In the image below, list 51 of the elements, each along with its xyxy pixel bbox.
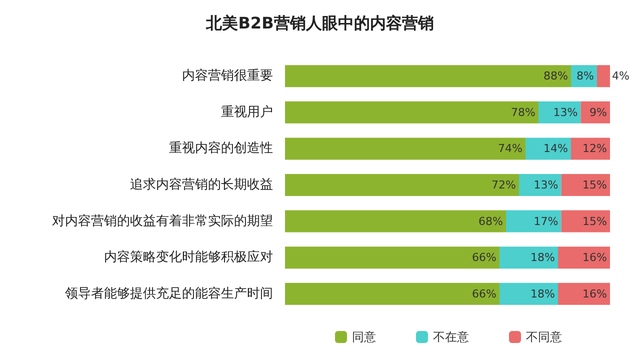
bar [285, 101, 538, 124]
data-label: 88% [544, 70, 568, 83]
bar [285, 246, 500, 269]
bar [519, 174, 562, 196]
bar [500, 246, 558, 269]
y-tick-label: 追求内容营销的长期收益 [130, 176, 273, 192]
data-label: 13% [534, 178, 558, 192]
bar [285, 174, 519, 196]
bar [558, 282, 610, 305]
data-label: 18% [530, 251, 555, 264]
y-tick-label: 内容策略变化时能够积极应对 [104, 249, 273, 266]
data-label: 8% [576, 70, 594, 83]
bar [561, 210, 610, 232]
data-label: 9% [590, 106, 607, 119]
bar [571, 138, 610, 160]
data-label: 15% [582, 178, 607, 192]
bar [558, 246, 610, 269]
y-tick-label: 重视用户 [221, 104, 273, 120]
y-tick-label: 内容营销很重要 [182, 68, 273, 84]
data-label: 78% [511, 106, 536, 119]
bar [597, 65, 610, 88]
data-label: 68% [478, 214, 503, 228]
bar [526, 138, 571, 160]
data-label: 4% [612, 70, 630, 83]
y-tick-label: 领导者能够提供充足的能容生产时间 [65, 285, 273, 302]
bar [561, 174, 610, 196]
data-label: 16% [582, 251, 607, 264]
legend-label: 不在意 [433, 330, 469, 344]
data-label: 72% [492, 178, 516, 192]
y-tick-label: 重视内容的创造性 [169, 140, 273, 156]
data-label: 13% [553, 106, 578, 119]
bar [500, 282, 558, 305]
bar [506, 210, 562, 232]
bar [285, 65, 571, 88]
y-tick-label: 对内容营销的收益有着非常实际的期望 [52, 212, 273, 229]
bar [285, 138, 526, 160]
data-label: 17% [534, 214, 558, 228]
data-label: 12% [582, 142, 607, 156]
data-label: 14% [544, 142, 568, 156]
data-label: 16% [582, 287, 607, 300]
legend-label: 同意 [352, 330, 376, 344]
legend-label: 不同意 [526, 330, 562, 344]
data-label: 15% [582, 214, 607, 228]
bar [285, 282, 500, 305]
data-label: 18% [530, 287, 555, 300]
bar [285, 210, 506, 232]
data-label: 66% [472, 251, 496, 264]
data-label: 74% [498, 142, 522, 156]
bar [538, 101, 581, 124]
chart-title: 北美B2B营销人眼中的内容营销 [205, 14, 434, 32]
data-label: 66% [472, 287, 496, 300]
